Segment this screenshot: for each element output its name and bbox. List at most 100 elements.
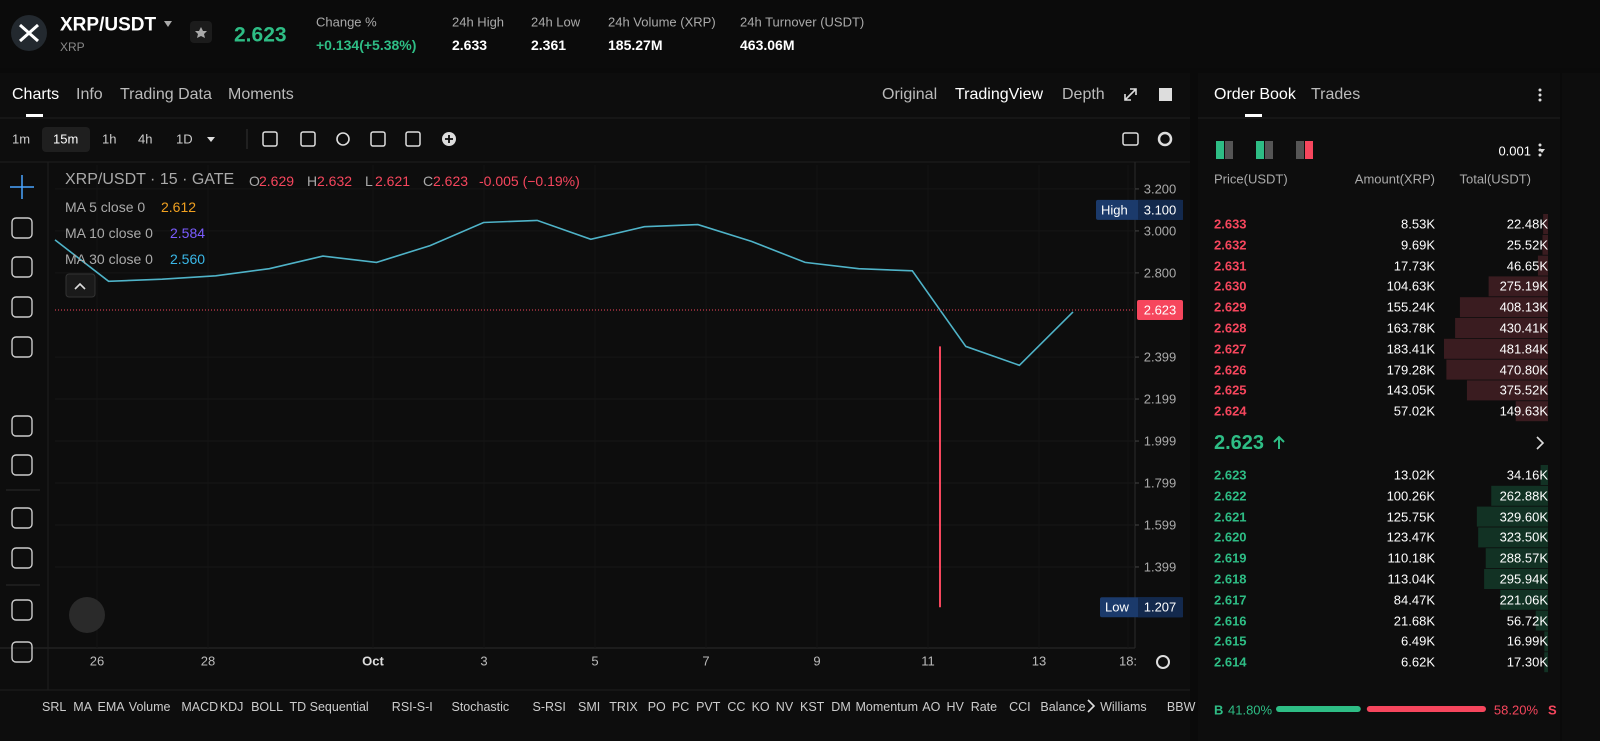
menu-dot: [1538, 98, 1542, 102]
view-mode[interactable]: Original: [882, 86, 938, 103]
depth-bar: [1544, 652, 1548, 673]
mid-price: 2.623: [1214, 432, 1265, 454]
tab-underline: [26, 114, 43, 117]
y-tick-label: 1.599: [1143, 517, 1177, 533]
indicator[interactable]: Momentum: [855, 699, 919, 714]
indicator[interactable]: SRL: [42, 699, 67, 714]
book-price: 2.619: [1214, 550, 1247, 566]
indicator[interactable]: PO: [647, 699, 666, 714]
book-total: 275.19K: [1499, 278, 1548, 294]
depth-bar: [1444, 338, 1548, 359]
indicator[interactable]: EMA: [97, 699, 125, 714]
chart-tab[interactable]: Info: [76, 86, 103, 103]
indicator[interactable]: BOLL: [251, 699, 284, 714]
indicator[interactable]: Williams: [1100, 699, 1147, 714]
star: [195, 27, 207, 38]
indicator[interactable]: CCI: [1009, 699, 1031, 714]
precision[interactable]: 0.001: [1498, 143, 1531, 159]
depth-bar: [1485, 548, 1548, 569]
x-tick-label: 7: [702, 653, 710, 669]
dropdown: [164, 21, 172, 27]
indicator[interactable]: S-RSI: [532, 699, 566, 714]
book-price: 2.614: [1214, 654, 1247, 670]
book-price: 2.630: [1214, 278, 1247, 294]
indicator[interactable]: PC: [671, 699, 690, 714]
indicator[interactable]: MACD: [181, 699, 219, 714]
indicator[interactable]: KO: [751, 699, 770, 714]
interval[interactable]: 15m: [53, 131, 79, 147]
indicator[interactable]: Rate: [970, 699, 998, 714]
indicator[interactable]: DM: [831, 699, 851, 714]
book-panel: [1198, 73, 1560, 741]
book-amount: 13.02K: [1393, 467, 1435, 483]
indicator[interactable]: Stochastic: [451, 699, 510, 714]
chart-tab[interactable]: Moments: [228, 86, 294, 103]
ma-value: 2.584: [170, 225, 206, 241]
book-price: 2.631: [1214, 258, 1247, 274]
indicator[interactable]: PVT: [696, 699, 721, 714]
indicator[interactable]: CC: [727, 699, 746, 714]
ratio-label: B: [1214, 702, 1224, 718]
indicator[interactable]: KST: [800, 699, 825, 714]
book-price: 2.621: [1214, 509, 1247, 525]
x-tick-label: 5: [591, 653, 599, 669]
mid-next: [1536, 436, 1545, 450]
indicator[interactable]: HV: [946, 699, 964, 714]
depth-bar: [1542, 234, 1548, 255]
interval[interactable]: 1m: [12, 131, 31, 147]
mid-arrow: [1273, 435, 1285, 449]
indicator[interactable]: KDJ: [219, 699, 244, 714]
indicator[interactable]: TRIX: [609, 699, 638, 714]
view-mode[interactable]: TradingView: [955, 86, 1044, 103]
stat-value: +0.134(+5.38%): [316, 37, 417, 53]
tool-icon: [262, 131, 278, 147]
book-price: 2.617: [1214, 592, 1247, 608]
book-total: 262.88K: [1499, 488, 1548, 504]
indicator[interactable]: MA: [73, 699, 93, 714]
chart-tab[interactable]: Trading Data: [120, 86, 212, 103]
depth-bar: [1476, 506, 1548, 527]
ma-name: MA 30 close 0: [65, 251, 153, 267]
book-amount: 183.41K: [1386, 341, 1435, 357]
book-total: 17.30K: [1506, 654, 1548, 670]
view-mode[interactable]: Depth: [1062, 86, 1105, 103]
interval[interactable]: 1D: [176, 131, 193, 147]
indicator[interactable]: RSI-S-I: [391, 699, 433, 714]
draw-tool: [11, 507, 33, 529]
indicator[interactable]: TD Sequential: [289, 699, 369, 714]
book-total: 25.52K: [1506, 237, 1548, 253]
stat-value: 2.633: [452, 37, 488, 53]
indicator[interactable]: NV: [775, 699, 794, 714]
chart-tab[interactable]: Charts: [12, 86, 60, 103]
ratio-value: 41.80%: [1228, 702, 1273, 718]
indicator[interactable]: SMI: [578, 699, 601, 714]
draw-tool: [11, 296, 33, 318]
interval[interactable]: 1h: [102, 131, 117, 147]
ratio-label: S: [1548, 702, 1557, 718]
book-tab[interactable]: Trades: [1311, 86, 1361, 103]
indicator[interactable]: Volume: [128, 699, 171, 714]
ma-name: MA 5 close 0: [65, 199, 146, 215]
book-price: 2.633: [1214, 216, 1247, 232]
indicator[interactable]: Balance: [1040, 699, 1086, 714]
book-price: 2.620: [1214, 529, 1247, 545]
interval[interactable]: 4h: [138, 131, 153, 147]
y-tick-label: 2.399: [1143, 349, 1177, 365]
book-total: 481.84K: [1499, 341, 1548, 357]
book-header: Price(USDT): [1214, 171, 1288, 187]
indicator[interactable]: BBW: [1166, 699, 1196, 714]
book-tab[interactable]: Order Book: [1214, 86, 1296, 103]
last-price-label: 2.623: [1143, 302, 1177, 318]
marker-label: Low: [1105, 599, 1129, 615]
ohlc-key: L: [365, 173, 373, 189]
stat-label: 24h Volume (XRP): [608, 14, 716, 30]
book-total: 22.48K: [1506, 216, 1548, 232]
book-total: 430.41K: [1499, 320, 1548, 336]
ohlc-key: H: [307, 173, 318, 189]
book-total: 470.80K: [1499, 362, 1548, 378]
x-tick-label: Oct: [362, 653, 384, 669]
ohlc-value: 2.623: [433, 173, 469, 189]
indicator[interactable]: AO: [922, 699, 941, 714]
book-total: 34.16K: [1506, 467, 1548, 483]
